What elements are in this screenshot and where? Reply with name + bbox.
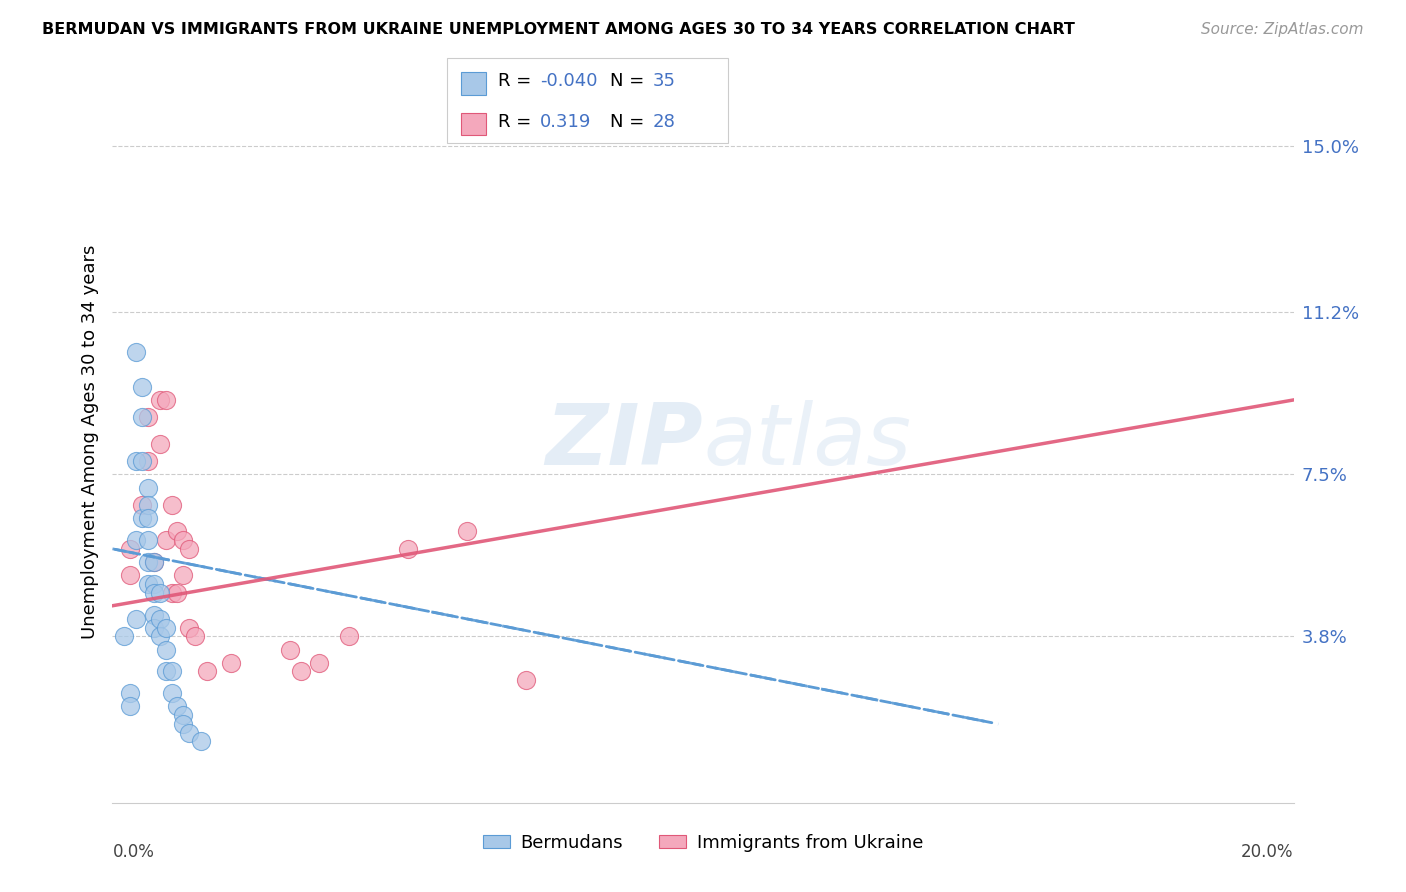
Point (155, 392, 177, 407)
Point (131, 511, 153, 525)
Point (160, 686, 183, 700)
Point (131, 454, 153, 468)
Point (142, 607, 165, 622)
Point (179, 621, 201, 635)
Text: Source: ZipAtlas.com: Source: ZipAtlas.com (1201, 22, 1364, 37)
Point (172, 533, 194, 547)
Point (149, 612, 172, 626)
Point (131, 380, 153, 394)
Point (112, 629, 135, 643)
Point (136, 481, 159, 495)
Point (136, 454, 159, 468)
Point (136, 410, 159, 425)
Text: 35: 35 (652, 72, 675, 90)
Y-axis label: Unemployment Among Ages 30 to 34 years: Unemployment Among Ages 30 to 34 years (80, 244, 98, 639)
Point (172, 708, 194, 723)
Point (142, 585, 165, 599)
Point (184, 629, 207, 643)
Point (136, 498, 159, 512)
Point (142, 555, 165, 569)
Point (166, 524, 188, 539)
Point (308, 656, 330, 670)
Point (337, 629, 360, 643)
Point (136, 533, 159, 547)
Point (172, 717, 194, 731)
Point (142, 555, 165, 569)
Text: atlas: atlas (703, 400, 911, 483)
Text: ZIP: ZIP (546, 400, 703, 483)
Point (290, 665, 312, 679)
Point (155, 642, 177, 657)
Point (160, 665, 183, 679)
Point (179, 541, 201, 556)
Point (179, 725, 201, 739)
Point (131, 410, 153, 425)
Text: 0.0%: 0.0% (112, 843, 155, 861)
Point (125, 454, 148, 468)
Point (149, 629, 172, 643)
Text: R =: R = (498, 112, 537, 130)
Legend: Bermudans, Immigrants from Ukraine: Bermudans, Immigrants from Ukraine (475, 826, 931, 859)
Point (155, 621, 177, 635)
Text: -0.040: -0.040 (540, 72, 598, 90)
Point (160, 498, 183, 512)
Point (155, 665, 177, 679)
Point (136, 577, 159, 591)
Point (120, 686, 142, 700)
Point (515, 673, 537, 688)
Point (166, 699, 188, 714)
Point (125, 533, 148, 547)
Text: R =: R = (498, 72, 537, 90)
Point (166, 585, 188, 599)
Point (195, 665, 218, 679)
Text: N =: N = (610, 112, 650, 130)
Point (120, 699, 142, 714)
Point (149, 585, 172, 599)
Text: 20.0%: 20.0% (1241, 843, 1294, 861)
Text: BERMUDAN VS IMMIGRANTS FROM UKRAINE UNEMPLOYMENT AMONG AGES 30 TO 34 YEARS CORRE: BERMUDAN VS IMMIGRANTS FROM UKRAINE UNEM… (42, 22, 1076, 37)
Point (160, 585, 183, 599)
Point (131, 498, 153, 512)
Point (278, 642, 301, 657)
Point (136, 511, 159, 525)
Point (149, 392, 172, 407)
Point (155, 533, 177, 547)
Point (120, 568, 142, 582)
Text: N =: N = (610, 72, 650, 90)
Point (456, 524, 478, 539)
Point (190, 734, 212, 748)
Point (142, 577, 165, 591)
Point (396, 541, 419, 556)
Point (125, 612, 148, 626)
Point (136, 555, 159, 569)
Point (125, 344, 148, 359)
Point (149, 436, 172, 450)
Point (172, 568, 194, 582)
Text: 0.319: 0.319 (540, 112, 592, 130)
Point (120, 541, 142, 556)
Point (219, 656, 242, 670)
Point (142, 621, 165, 635)
Text: 28: 28 (652, 112, 675, 130)
